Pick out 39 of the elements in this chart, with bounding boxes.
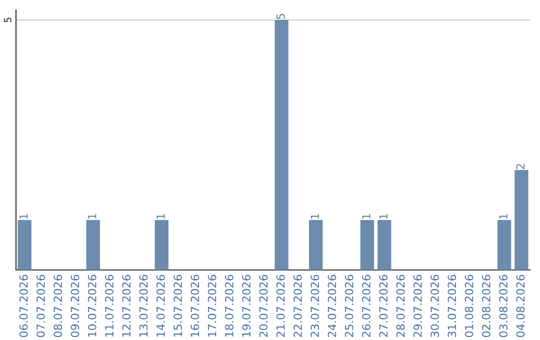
x-tick-label: 19.07.2026 (242, 274, 251, 337)
x-tick-label: 24.07.2026 (328, 274, 336, 337)
data-label: 1 (499, 214, 508, 219)
x-tick-label: 27.07.2026 (379, 274, 388, 337)
x-tick-label: 17.07.2026 (208, 274, 216, 337)
x-tick-label: 12.07.2026 (122, 274, 131, 337)
x-tick-label: 18.07.2026 (224, 274, 234, 337)
x-tick-label: 31.07.2026 (448, 274, 456, 337)
x-tick-label: 25.07.2026 (344, 274, 354, 337)
x-tick-label: 29.07.2026 (413, 274, 422, 337)
x-tick-label: 23.07.2026 (310, 274, 320, 337)
data-label: 1 (20, 214, 28, 219)
x-tick-label: 13.07.2026 (139, 274, 148, 337)
data-label: 1 (88, 214, 96, 219)
x-tick-label: 21.07.2026 (276, 274, 285, 337)
x-tick-label: 26.07.2026 (362, 274, 370, 337)
data-label: 1 (362, 214, 370, 219)
x-tick-label: 22.07.2026 (294, 274, 302, 337)
x-tick-label: 06.07.2026 (19, 274, 28, 338)
data-label: 1 (379, 214, 388, 219)
x-tick-label: 08.07.2026 (54, 274, 62, 338)
data-label: 1 (310, 214, 319, 219)
x-tick-label: 02.08.2026 (482, 274, 490, 338)
x-tick-label: 20.07.2026 (259, 274, 268, 337)
x-tick-label: 11.07.2026 (105, 274, 114, 337)
x-tick-label: 30.07.2026 (430, 274, 439, 337)
x-tick-label: 09.07.2026 (70, 274, 80, 338)
x-tick-label: 07.07.2026 (36, 274, 45, 338)
x-tick-label: 28.07.2026 (396, 274, 405, 337)
x-tick-label: 01.08.2026 (464, 274, 474, 338)
data-label: 1 (156, 214, 165, 219)
x-tick-label: 10.07.2026 (88, 274, 96, 337)
data-label: 5 (276, 14, 285, 20)
x-tick-label: 03.08.2026 (499, 274, 508, 338)
data-label: 2 (516, 164, 524, 170)
x-tick-label: 16.07.2026 (190, 274, 200, 337)
x-tick-label: 14.07.2026 (156, 274, 165, 337)
x-tick-label: 04.08.2026 (516, 274, 525, 338)
x-tick-label: 15.07.2026 (174, 274, 182, 337)
